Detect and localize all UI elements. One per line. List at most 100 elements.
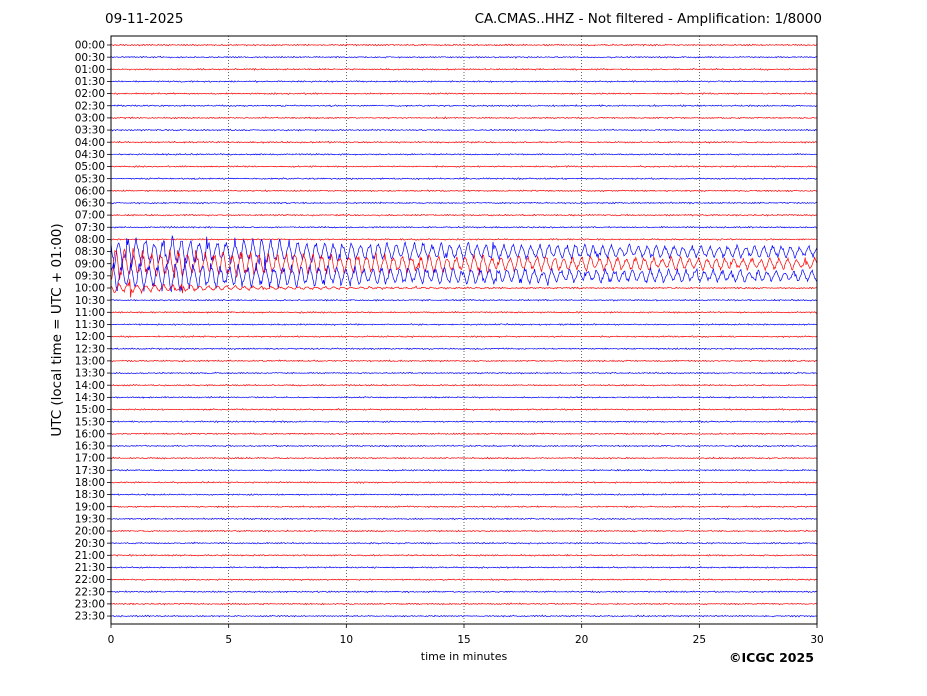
trace-line-1900 — [111, 505, 818, 509]
y-tick-label: 11:00 — [75, 307, 105, 319]
y-tick-label: 04:00 — [75, 137, 105, 149]
trace-line-0500 — [110, 165, 818, 168]
trace-line-1330 — [110, 371, 818, 375]
y-tick-label: 00:30 — [75, 52, 105, 64]
y-tick-label: 05:00 — [75, 161, 105, 173]
y-tick-label: 21:00 — [75, 550, 105, 562]
trace-line-1530 — [110, 420, 818, 424]
trace-line-1600 — [110, 432, 818, 436]
x-tick-label: 25 — [693, 634, 706, 646]
y-tick-label: 14:00 — [75, 380, 105, 392]
trace-line-0430 — [110, 152, 818, 156]
y-tick-label: 23:00 — [75, 599, 105, 611]
y-tick-label: 13:30 — [75, 368, 105, 380]
y-tick-label: 12:30 — [75, 343, 105, 355]
trace-line-0730 — [110, 225, 818, 229]
y-tick-label: 19:30 — [75, 513, 105, 525]
x-axis: 0 5 10 15 20 25 30 — [108, 624, 824, 646]
y-tick-label: 17:00 — [75, 453, 105, 465]
y-tick-label: 06:00 — [75, 185, 105, 197]
y-tick-label: 02:00 — [75, 88, 105, 100]
y-tick-label: 03:30 — [75, 125, 105, 137]
y-tick-label: 08:00 — [75, 234, 105, 246]
trace-line-0600 — [111, 189, 818, 193]
y-tick-label: 19:00 — [75, 501, 105, 513]
header-date: 09-11-2025 — [105, 11, 184, 27]
y-tick-label: 07:00 — [75, 210, 105, 222]
y-tick-label: 22:00 — [75, 574, 105, 586]
y-tick-label: 14:30 — [75, 392, 105, 404]
trace-line-1400 — [110, 383, 818, 387]
trace-line-1730 — [110, 468, 818, 472]
y-tick-label: 15:00 — [75, 404, 105, 416]
trace-line-0800 — [110, 238, 818, 241]
trace-line-1030 — [110, 298, 818, 302]
trace-line-1130 — [110, 322, 818, 326]
trace-line-0130 — [110, 80, 818, 84]
trace-line-1300 — [110, 359, 818, 363]
trace-line-2000 — [110, 529, 818, 533]
x-tick-label: 20 — [575, 634, 588, 646]
y-tick-label: 21:30 — [75, 562, 105, 574]
y-tick-label: 09:30 — [75, 270, 105, 282]
y-tick-label: 20:00 — [75, 526, 105, 538]
y-tick-label: 16:00 — [75, 428, 105, 440]
y-tick-label: 15:30 — [75, 416, 105, 428]
y-tick-label: 09:00 — [75, 258, 105, 270]
trace-line-0900 — [110, 248, 818, 281]
trace-line-2300 — [110, 602, 818, 606]
trace-line-0100 — [110, 67, 818, 71]
x-tick-label: 15 — [457, 634, 470, 646]
trace-line-0000 — [110, 43, 818, 47]
x-tick-label: 0 — [108, 634, 115, 646]
y-tick-label: 05:30 — [75, 173, 105, 185]
x-axis-label: time in minutes — [420, 650, 508, 663]
y-tick-label: 22:30 — [75, 586, 105, 598]
y-tick-label: 17:30 — [75, 465, 105, 477]
trace-line-0230 — [110, 104, 818, 108]
grid-lines — [228, 36, 700, 624]
trace-line-1500 — [110, 408, 818, 411]
trace-line-1100 — [110, 310, 818, 314]
trace-line-0330 — [110, 128, 818, 132]
trace-line-0930 — [110, 255, 818, 293]
trace-group — [110, 43, 818, 618]
trace-line-2200 — [110, 578, 818, 582]
trace-line-0630 — [110, 201, 818, 205]
trace-line-0400 — [110, 140, 818, 144]
trace-line-1930 — [110, 517, 818, 521]
y-axis: 00:0000:3001:0001:3002:0002:3003:0003:30… — [75, 40, 111, 623]
y-tick-label: 10:00 — [75, 283, 105, 295]
trace-line-1000 — [110, 278, 818, 298]
x-tick-label: 5 — [225, 634, 232, 646]
copyright-text: ©ICGC 2025 — [729, 650, 814, 665]
trace-line-1830 — [110, 493, 818, 496]
trace-line-1630 — [110, 444, 817, 448]
y-tick-label: 11:30 — [75, 319, 105, 331]
trace-line-2130 — [110, 565, 818, 569]
y-tick-label: 01:00 — [75, 64, 105, 76]
trace-line-1430 — [110, 395, 817, 399]
trace-line-0200 — [110, 92, 818, 96]
y-tick-label: 18:00 — [75, 477, 105, 489]
x-tick-label: 30 — [810, 634, 823, 646]
y-tick-label: 02:30 — [75, 100, 105, 112]
trace-line-2030 — [110, 541, 818, 545]
y-tick-label: 23:30 — [75, 611, 105, 623]
trace-line-2230 — [110, 590, 818, 594]
trace-line-0530 — [110, 177, 818, 181]
y-tick-label: 20:30 — [75, 538, 105, 550]
y-tick-label: 12:00 — [75, 331, 105, 343]
trace-line-0700 — [110, 213, 817, 217]
trace-line-1700 — [110, 456, 818, 460]
trace-line-1230 — [110, 347, 818, 351]
trace-line-2100 — [110, 553, 817, 557]
y-tick-label: 04:30 — [75, 149, 105, 161]
y-tick-label: 08:30 — [75, 246, 105, 258]
trace-line-1800 — [110, 480, 817, 484]
y-tick-label: 03:00 — [75, 113, 105, 125]
y-tick-label: 13:00 — [75, 356, 105, 368]
y-tick-label: 07:30 — [75, 222, 105, 234]
y-tick-label: 10:30 — [75, 295, 105, 307]
